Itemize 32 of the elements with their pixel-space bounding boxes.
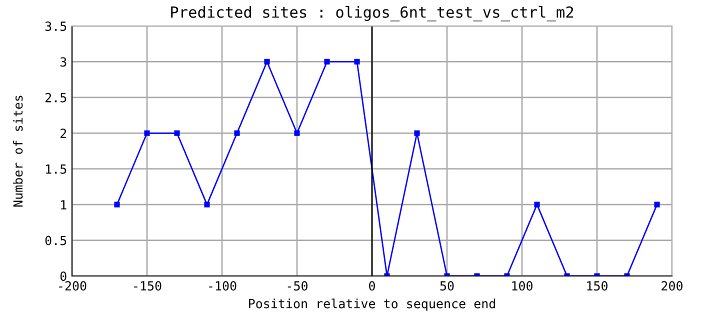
y-tick-label: 0 xyxy=(60,272,66,281)
point xyxy=(264,58,270,64)
point xyxy=(534,202,540,208)
x-tick-label: 200 xyxy=(662,281,682,291)
y-axis-title: Number of sites xyxy=(13,96,23,207)
y-tick-label: 2.5 xyxy=(45,92,66,102)
point xyxy=(414,130,420,136)
point xyxy=(234,130,240,136)
x-tick-label: -50 xyxy=(288,281,308,291)
point xyxy=(654,202,660,208)
chart-title: Predicted sites : oligos_6nt_test_vs_ctrl_m2 xyxy=(171,6,574,22)
x-tick-label: 0 xyxy=(369,281,375,291)
point xyxy=(174,130,180,136)
point xyxy=(144,130,150,136)
point xyxy=(354,58,360,64)
point xyxy=(204,202,210,208)
x-tick-label: 50 xyxy=(440,281,454,291)
point xyxy=(324,58,330,64)
y-tick-label: 1 xyxy=(61,200,66,210)
y-tick-label: 1.5 xyxy=(46,164,66,174)
point xyxy=(114,202,120,208)
x-tick-label: -150 xyxy=(134,281,162,291)
y-tick-label: 2 xyxy=(60,128,66,138)
y-tick-label: 3.5 xyxy=(45,22,66,31)
x-tick-label: 100 xyxy=(512,281,532,291)
x-tick-label: -200 xyxy=(59,281,86,291)
x-axis-title: Position relative to sequence end xyxy=(249,298,496,311)
y-tick-label: 3 xyxy=(60,57,66,67)
x-tick-label: -100 xyxy=(209,281,236,291)
point xyxy=(294,130,300,136)
x-tick-label: 150 xyxy=(587,281,608,291)
y-tick-label: 0.5 xyxy=(45,236,66,246)
